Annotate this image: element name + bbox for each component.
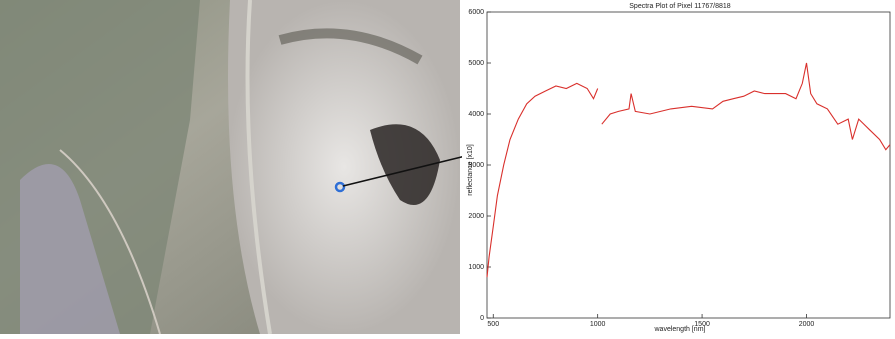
x-tick-label: 1500 bbox=[694, 321, 710, 328]
y-tick-label: 6000 bbox=[468, 9, 484, 16]
y-tick-label: 3000 bbox=[468, 162, 484, 169]
y-tick-label: 2000 bbox=[468, 213, 484, 220]
y-axis-label: reflectance [x10] bbox=[467, 144, 474, 195]
y-tick-label: 1000 bbox=[468, 264, 484, 271]
chart-title: Spectra Plot of Pixel 11767/8818 bbox=[629, 3, 731, 10]
y-tick-label: 0 bbox=[480, 315, 484, 322]
y-tick-label: 4000 bbox=[468, 111, 484, 118]
x-axis-label: wavelength [nm] bbox=[654, 326, 706, 333]
x-tick-label: 2000 bbox=[799, 321, 815, 328]
chart-panel bbox=[462, 0, 895, 334]
satellite-image bbox=[0, 0, 494, 335]
spectrum-line bbox=[486, 62, 891, 278]
y-tick-label: 5000 bbox=[468, 60, 484, 67]
x-tick-label: 1000 bbox=[590, 321, 606, 328]
x-tick-label: 500 bbox=[487, 321, 499, 328]
